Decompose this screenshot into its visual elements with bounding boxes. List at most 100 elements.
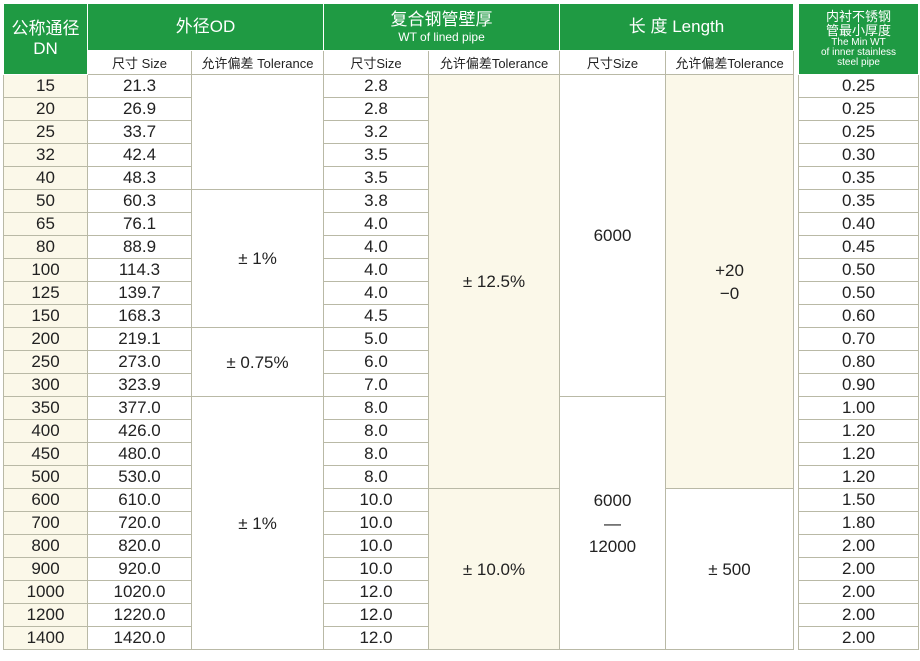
cell-length-tolerance: +20 −0 — [664, 74, 795, 489]
table-row: 450 480.0 8.0 1.20 — [3, 442, 920, 466]
cell-od-tolerance — [191, 74, 324, 190]
cell-length-size-line: 6000 — [593, 490, 632, 510]
cell-dn: 800 — [3, 534, 88, 558]
cell-min-wt: 0.40 — [798, 212, 920, 236]
cell-wt-size: 12.0 — [323, 603, 429, 627]
cell-min-wt: 2.00 — [798, 580, 920, 604]
cell-od-tolerance: ± 1% — [191, 396, 324, 650]
cell-wt-tolerance: ± 10.0% — [428, 488, 560, 650]
cell-wt-size: 3.8 — [323, 189, 429, 213]
cell-wt-size: 8.0 — [323, 419, 429, 443]
cell-length-tolerance-line: +20 — [715, 260, 744, 280]
cell-dn: 600 — [3, 488, 88, 512]
cell-od-size: 820.0 — [87, 534, 192, 558]
cell-od-size: 114.3 — [87, 258, 192, 282]
cell-dn: 1000 — [3, 580, 88, 604]
cell-dn: 125 — [3, 281, 88, 305]
subheader-od-size: 尺寸 Size — [87, 50, 192, 75]
cell-wt-size: 7.0 — [323, 373, 429, 397]
table-row: 800 820.0 10.0 2.00 — [3, 534, 920, 558]
cell-dn: 65 — [3, 212, 88, 236]
cell-min-wt: 0.70 — [798, 327, 920, 351]
cell-od-size: 139.7 — [87, 281, 192, 305]
cell-od-size: 42.4 — [87, 143, 192, 167]
header-min-sub-3: steel pipe — [837, 57, 880, 68]
cell-od-size: 920.0 — [87, 557, 192, 581]
cell-dn: 300 — [3, 373, 88, 397]
cell-min-wt: 1.50 — [798, 488, 920, 512]
cell-dn: 15 — [3, 74, 88, 98]
cell-min-wt: 0.80 — [798, 350, 920, 374]
table-row: 500 530.0 8.0 1.20 — [3, 465, 920, 489]
cell-length-size: 6000 — [559, 74, 666, 397]
cell-length-tolerance-line: ± 500 — [708, 559, 751, 579]
table-row: 900 920.0 10.0 2.00 — [3, 557, 920, 581]
cell-dn: 40 — [3, 166, 88, 190]
cell-min-wt: 0.25 — [798, 97, 920, 121]
cell-od-size: 76.1 — [87, 212, 192, 236]
cell-dn: 400 — [3, 419, 88, 443]
cell-od-size: 610.0 — [87, 488, 192, 512]
cell-od-size: 323.9 — [87, 373, 192, 397]
header-min-title-1: 内衬不锈钢 — [826, 9, 892, 24]
cell-min-wt: 0.90 — [798, 373, 920, 397]
cell-dn: 200 — [3, 327, 88, 351]
cell-wt-size: 10.0 — [323, 557, 429, 581]
header-length: 长 度 Length — [558, 3, 795, 51]
header-od: 外径OD — [87, 3, 324, 51]
cell-wt-size: 3.2 — [323, 120, 429, 144]
cell-length-tolerance-line: −0 — [719, 283, 740, 303]
cell-min-wt: 0.25 — [798, 120, 920, 144]
header-min-sub-1: The Min WT — [831, 37, 886, 48]
cell-min-wt: 2.00 — [798, 534, 920, 558]
cell-wt-size: 10.0 — [323, 534, 429, 558]
cell-od-size: 21.3 — [87, 74, 192, 98]
pipe-spec-table: 公称通径 DN 外径OD 复合钢管壁厚 WT of lined pipe 长 度… — [3, 3, 920, 650]
cell-length-size: 6000 — 12000 — [559, 396, 666, 650]
cell-od-tolerance-line: ± 1% — [238, 513, 277, 533]
cell-wt-size: 12.0 — [323, 626, 429, 650]
subheader-length-tolerance: 允许偏差Tolerance — [664, 50, 795, 75]
cell-length-tolerance: ± 500 — [664, 488, 795, 650]
table-row: 700 720.0 10.0 1.80 — [3, 511, 920, 535]
cell-dn: 450 — [3, 442, 88, 466]
cell-od-size: 426.0 — [87, 419, 192, 443]
cell-wt-size: 5.0 — [323, 327, 429, 351]
cell-od-tolerance-line: ± 0.75% — [226, 352, 289, 372]
cell-wt-size: 8.0 — [323, 465, 429, 489]
table-row: 80 88.9 4.0 0.45 — [3, 235, 920, 259]
header-wt-sub: WT of lined pipe — [398, 30, 485, 44]
cell-wt-size: 4.0 — [323, 258, 429, 282]
cell-wt-size: 10.0 — [323, 488, 429, 512]
cell-wt-size: 2.8 — [323, 74, 429, 98]
table-row: 600 610.0 10.0 ± 10.0% ± 500 1.50 — [3, 488, 920, 650]
cell-od-tolerance-line: ± 1% — [238, 249, 277, 268]
cell-od-size: 1420.0 — [87, 626, 192, 650]
cell-od-size: 60.3 — [87, 189, 192, 213]
cell-dn: 1400 — [3, 626, 88, 650]
cell-od-size: 48.3 — [87, 166, 192, 190]
cell-wt-size: 3.5 — [323, 166, 429, 190]
table-row: 1400 1420.0 12.0 2.00 — [3, 626, 920, 650]
cell-dn: 20 — [3, 97, 88, 121]
header-wt: 复合钢管壁厚 WT of lined pipe — [323, 3, 560, 51]
cell-min-wt: 0.35 — [798, 189, 920, 213]
subheader-wt-tolerance: 允许偏差Tolerance — [428, 50, 560, 75]
header-min-wt: 内衬不锈钢 管最小厚度 The Min WT of inner stainles… — [798, 3, 920, 75]
cell-wt-size: 8.0 — [323, 442, 429, 466]
header-min-title-2: 管最小厚度 — [826, 23, 892, 38]
cell-dn: 100 — [3, 258, 88, 282]
header-min-sub-2: of inner stainless — [820, 47, 897, 58]
table-row: 15 21.3 2.8 ± 12.5% 6000 +20 −0 0.25 — [3, 74, 920, 489]
table-row: 25 33.7 3.2 0.25 — [3, 120, 920, 144]
cell-min-wt: 0.50 — [798, 258, 920, 282]
cell-min-wt: 0.30 — [798, 143, 920, 167]
cell-dn: 150 — [3, 304, 88, 328]
column-gap — [793, 3, 799, 650]
cell-od-size: 26.9 — [87, 97, 192, 121]
header-dn: 公称通径 DN — [3, 3, 88, 75]
cell-min-wt: 0.60 — [798, 304, 920, 328]
cell-od-size: 1020.0 — [87, 580, 192, 604]
header-dn-title: 公称通径 — [11, 19, 80, 38]
cell-od-tolerance: ± 1% — [191, 189, 324, 328]
